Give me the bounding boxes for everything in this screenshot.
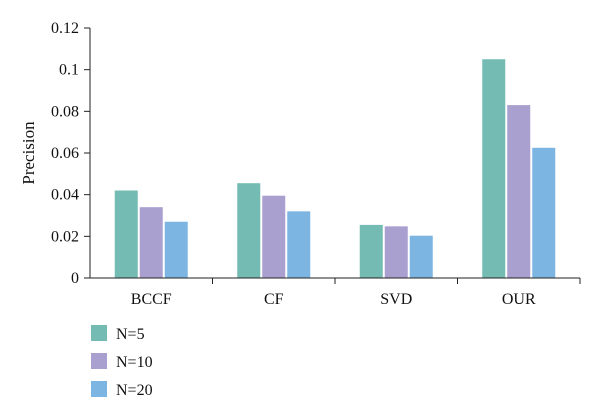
bars-group [114,59,556,278]
x-tick-label: OUR [502,291,536,308]
y-tick-label: 0.04 [51,187,79,204]
y-axis-label: Precision [19,121,38,185]
legend-swatch [91,381,107,397]
x-tick-label: BCCF [131,291,172,308]
y-tick-label: 0.06 [51,145,79,162]
legend-label: N=5 [116,326,145,343]
bar-our-n10 [507,105,531,278]
y-tick-label: 0.08 [51,103,79,120]
legend: N=5 N=10 N=20 [91,325,153,399]
bar-bccf-n10 [139,207,163,278]
legend-swatch [91,325,107,341]
legend-label: N=10 [116,354,153,371]
bar-cf-n10 [262,195,286,278]
y-tick-label: 0.12 [51,20,79,37]
bar-bccf-n20 [164,221,188,278]
x-axis-ticks: BCCF CF SVD OUR [131,278,581,308]
bar-our-n5 [482,59,506,278]
y-tick-label: 0.02 [51,228,79,245]
bar-svd-n10 [384,226,408,278]
bar-svd-n5 [359,224,383,278]
x-tick-label: CF [264,291,284,308]
y-axis-ticks: 0 0.02 0.04 0.06 0.08 0.1 0.12 [51,20,90,287]
bar-svd-n20 [409,235,433,278]
legend-swatch [91,353,107,369]
y-tick-label: 0 [71,270,79,287]
bar-our-n20 [532,147,556,278]
x-tick-label: SVD [380,291,412,308]
bar-cf-n20 [287,211,311,278]
bar-bccf-n5 [114,190,138,278]
bar-cf-n5 [237,183,261,278]
y-tick-label: 0.1 [59,62,79,79]
legend-label: N=20 [116,382,153,399]
